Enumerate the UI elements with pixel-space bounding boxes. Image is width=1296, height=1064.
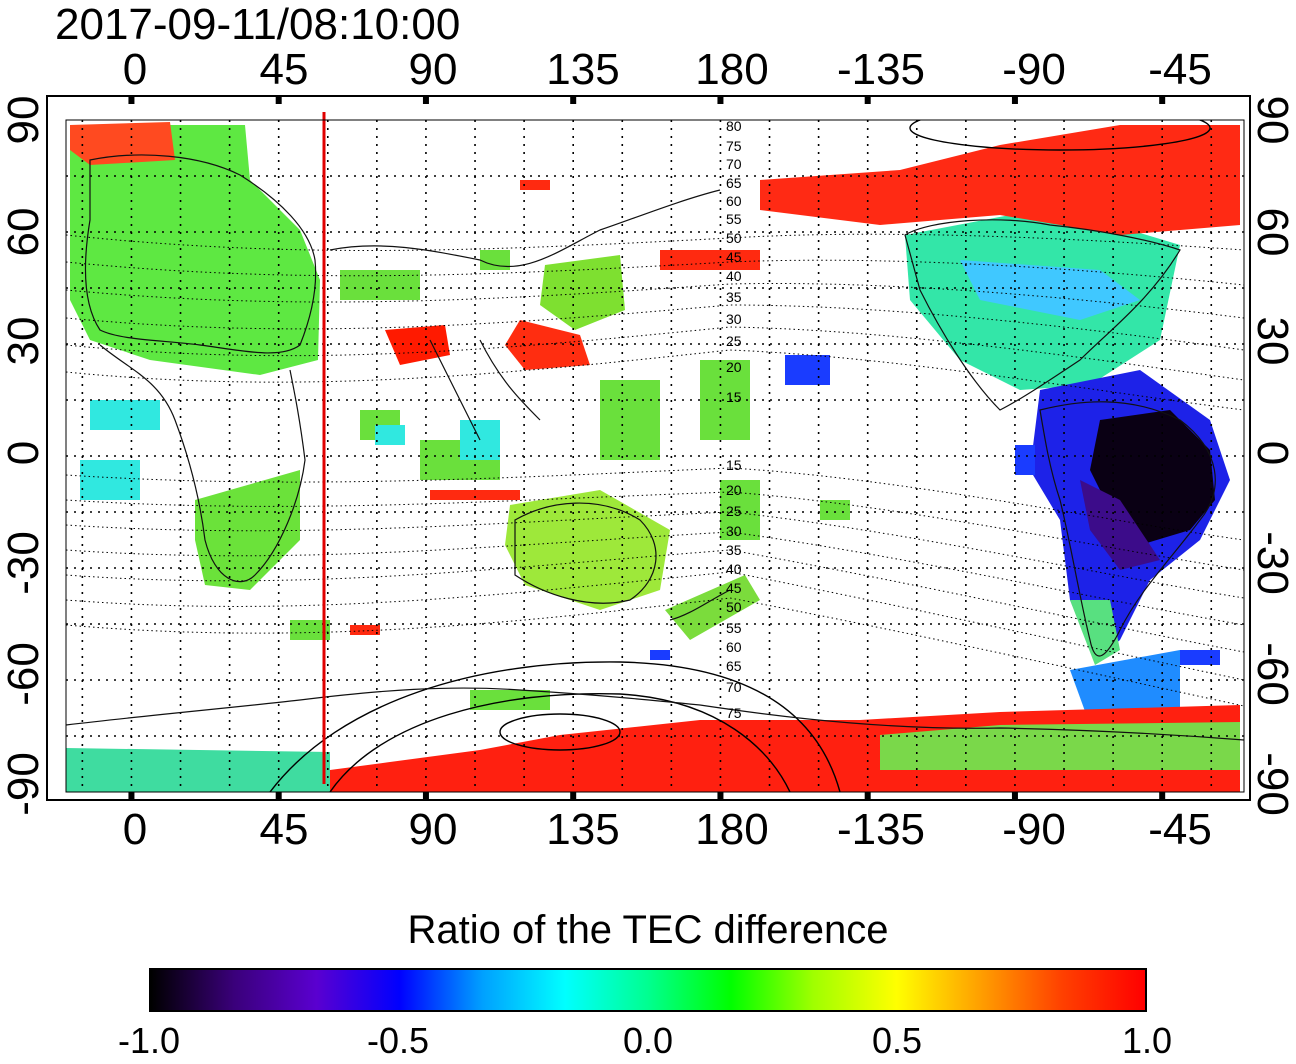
tec-patch-japan — [540, 255, 625, 330]
colorbar-tick: 0.5 — [871, 1020, 923, 1061]
mag-label: 40 — [726, 561, 742, 577]
tec-patch-nz — [665, 575, 760, 640]
x-tick-bottom: -135 — [836, 805, 926, 854]
mag-label: 45 — [726, 580, 742, 596]
magnetic-pole-contours — [269, 120, 1211, 792]
mag-label: 75 — [726, 705, 742, 721]
x-tick-top: 0 — [122, 45, 148, 94]
x-tick-top: -90 — [1002, 45, 1066, 94]
colorbar-tick: 1.0 — [1121, 1020, 1173, 1061]
mag-label: 20 — [726, 482, 742, 498]
mag-label: 30 — [726, 311, 742, 327]
x-tick-top: 135 — [546, 45, 620, 94]
mag-label: 25 — [726, 503, 742, 519]
tec-patch-australia — [505, 490, 670, 610]
tec-patch-antarctic-peninsula — [1070, 650, 1180, 725]
mag-label: 40 — [726, 268, 742, 284]
mag-label: 70 — [726, 679, 742, 695]
mag-label: 15 — [726, 457, 742, 473]
colorbar-tick: -1.0 — [117, 1020, 181, 1061]
mag-label: 55 — [726, 211, 742, 227]
colorbar-tick: -0.5 — [366, 1020, 430, 1061]
tec-patch-africa — [195, 470, 300, 590]
x-tick-top: -45 — [1148, 45, 1212, 94]
tec-patch-n-america-blue — [960, 260, 1140, 320]
mag-label: 35 — [726, 289, 742, 305]
coastlines — [66, 154, 1244, 741]
map-grid — [66, 120, 1244, 792]
mag-label: 70 — [726, 156, 742, 172]
timestamp-title: 2017-09-11/08:10:00 — [55, 0, 461, 49]
x-tick-bottom: 135 — [546, 805, 620, 854]
mag-label: 60 — [726, 639, 742, 655]
x-tick-top: -135 — [836, 45, 926, 94]
mag-label: 30 — [726, 523, 742, 539]
mag-label: 60 — [726, 193, 742, 209]
x-tick-bottom: 45 — [259, 805, 309, 854]
frame-tick-marks — [128, 96, 1166, 800]
x-tick-top: 45 — [259, 45, 309, 94]
mag-label: 45 — [726, 249, 742, 265]
tec-patch-india — [385, 325, 450, 365]
x-tick-top: 180 — [695, 45, 769, 94]
mag-label: 80 — [726, 118, 742, 134]
mag-label: 65 — [726, 175, 742, 191]
x-tick-bottom: 90 — [408, 805, 458, 854]
tec-patch-south-band — [66, 748, 330, 792]
mag-label: 75 — [726, 138, 742, 154]
tec-patch-patagonia — [1070, 600, 1120, 665]
tec-patch-s-america-purple — [1080, 480, 1160, 570]
colorbar — [149, 968, 1147, 1012]
mag-label: 20 — [726, 359, 742, 375]
tec-patch-east-asia — [505, 320, 590, 370]
x-tick-bottom: 180 — [695, 805, 769, 854]
mag-label: 15 — [726, 389, 742, 405]
mag-label: 65 — [726, 658, 742, 674]
mag-label: 55 — [726, 620, 742, 636]
mag-label: 50 — [726, 599, 742, 615]
x-tick-bottom: 0 — [122, 805, 148, 854]
colorbar-title: Ratio of the TEC difference — [407, 908, 889, 952]
magnetic-labels: 80 75 70 65 60 55 50 45 40 35 30 25 20 1… — [726, 118, 742, 721]
tec-patch-arctic-red — [70, 122, 175, 165]
x-tick-top: 90 — [408, 45, 458, 94]
colorbar-tick: 0.0 — [622, 1020, 674, 1061]
tec-specks-red — [350, 180, 760, 635]
tec-patch-europe — [70, 125, 320, 375]
map-frame — [46, 95, 1251, 801]
plot-area-border — [65, 119, 1245, 793]
x-tick-bottom: -90 — [1002, 805, 1066, 854]
mag-label: 50 — [726, 230, 742, 246]
tec-specks-blue — [650, 355, 1220, 665]
x-tick-bottom: -45 — [1148, 805, 1212, 854]
mag-label: 25 — [726, 333, 742, 349]
mag-label: 35 — [726, 542, 742, 558]
tec-patch-north-red — [760, 125, 1240, 235]
